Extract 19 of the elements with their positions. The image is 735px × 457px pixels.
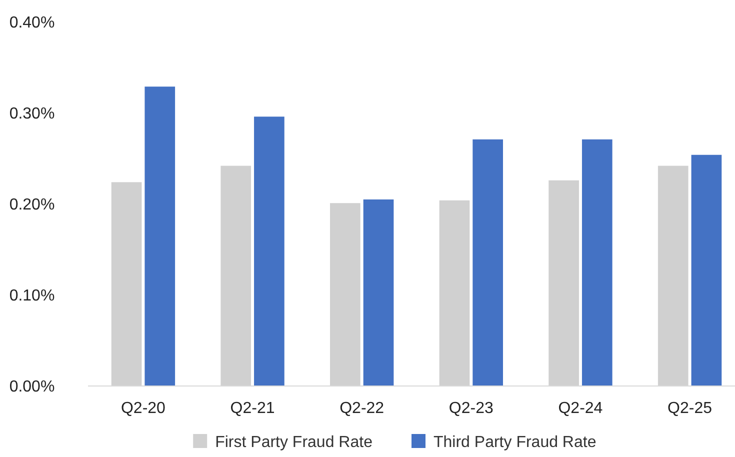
legend-label: First Party Fraud Rate [215,434,373,451]
bar [472,139,503,386]
x-tick-label: Q2-25 [668,400,712,417]
x-tick-label: Q2-22 [340,400,384,417]
x-tick-label: Q2-23 [448,400,494,417]
y-tick-label: 0.00% [9,378,55,396]
bar [254,116,284,386]
bar [691,154,722,386]
legend-label: Third Party Fraud Rate [434,434,596,451]
bar [582,139,612,386]
y-tick-label: 0.10% [9,288,55,305]
bar [144,86,176,386]
y-tick-label: 0.20% [9,196,55,214]
x-tick-label: Q2-24 [558,400,603,417]
bar [363,199,394,386]
x-tick-label: Q2-20 [120,400,166,417]
x-tick-label: Q2-21 [230,400,275,417]
y-tick-label: 0.30% [9,106,55,123]
y-tick-label: 0.40% [9,14,55,32]
